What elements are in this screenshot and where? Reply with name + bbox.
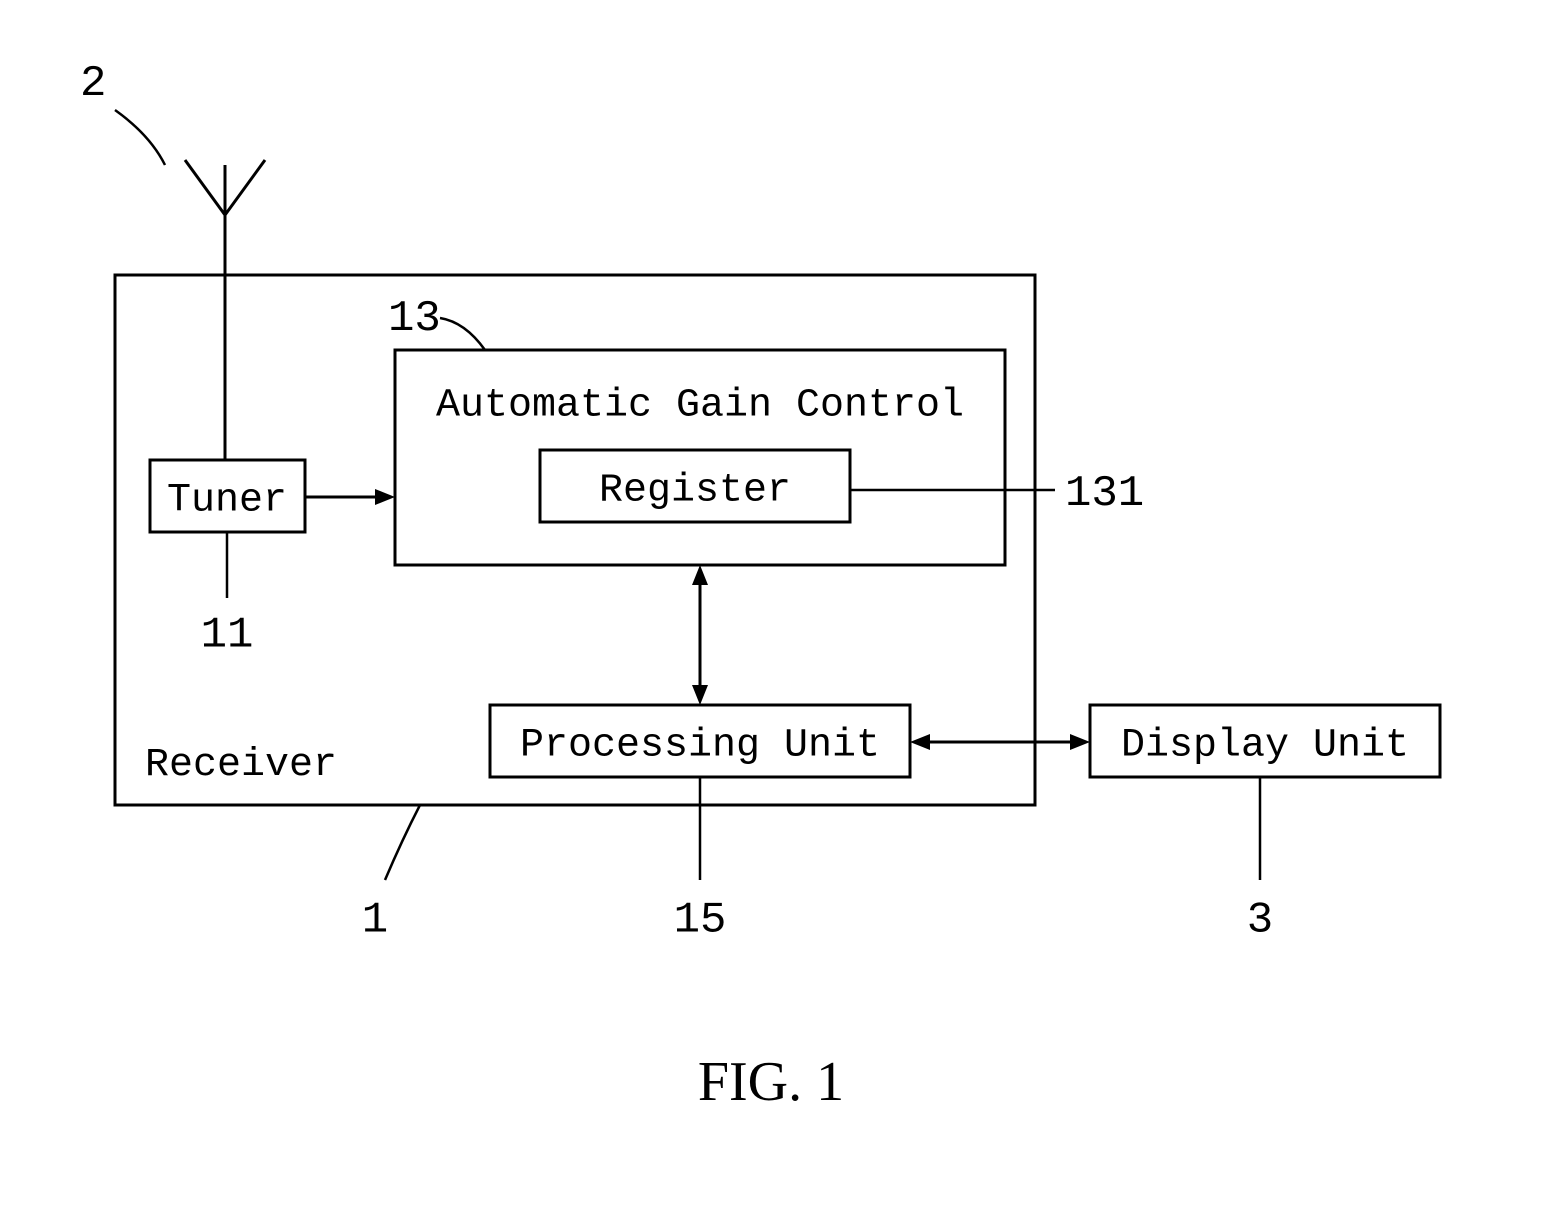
- ref-display-text: 3: [1247, 896, 1273, 946]
- ref-proc-text: 15: [674, 896, 727, 946]
- ref-tuner-text: 11: [201, 611, 254, 661]
- block-diagram: Receiver Tuner Automatic Gain Control Re…: [0, 0, 1542, 1231]
- register-label: Register: [599, 469, 791, 514]
- tuner-label: Tuner: [167, 479, 287, 524]
- ref-proc: 15: [674, 777, 727, 946]
- ref-receiver: 1: [362, 805, 420, 946]
- receiver-label: Receiver: [145, 743, 337, 788]
- ref-tuner: 11: [201, 532, 254, 661]
- edge-agc-proc: [692, 565, 708, 705]
- ref-display: 3: [1247, 777, 1273, 946]
- ref-agc: 13: [388, 294, 485, 350]
- ref-register-text: 131: [1065, 469, 1144, 519]
- ref-register: 131: [850, 469, 1144, 519]
- ref-receiver-text: 1: [362, 896, 388, 946]
- figure-caption: FIG. 1: [698, 1051, 844, 1113]
- agc-label: Automatic Gain Control: [436, 384, 964, 429]
- edge-tuner-agc: [305, 489, 395, 505]
- agc-box: [395, 350, 1005, 565]
- edge-proc-display: [910, 734, 1090, 750]
- ref-agc-text: 13: [388, 294, 441, 344]
- ref-antenna-text: 2: [80, 59, 106, 109]
- antenna-symbol: [185, 160, 265, 460]
- ref-antenna: 2: [80, 59, 165, 165]
- proc-label: Processing Unit: [520, 724, 880, 769]
- display-label: Display Unit: [1121, 724, 1409, 769]
